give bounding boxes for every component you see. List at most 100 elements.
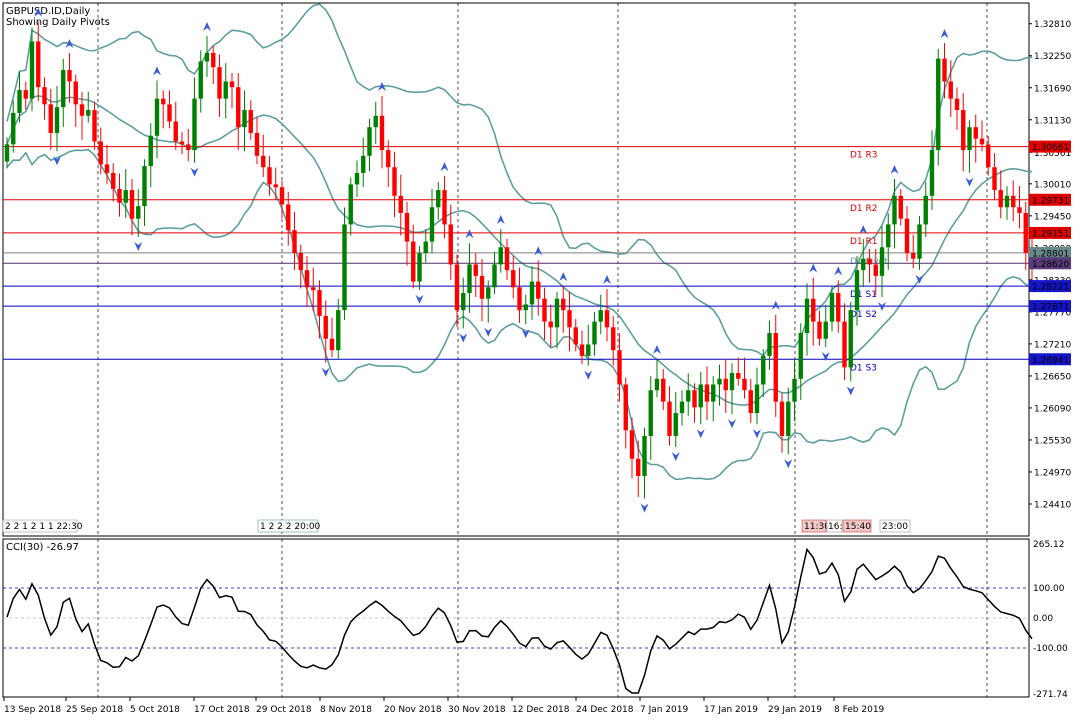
candle-body bbox=[617, 350, 622, 385]
candle-body bbox=[411, 241, 416, 282]
candle-body bbox=[229, 81, 235, 88]
fractal-up-arrow bbox=[378, 82, 386, 92]
candle-body bbox=[954, 98, 960, 111]
price-tag-label: 1.27871 bbox=[1032, 303, 1069, 313]
session-marker-box-middle bbox=[257, 519, 319, 533]
candle-body bbox=[386, 150, 391, 168]
candle-body bbox=[854, 270, 860, 311]
fractal-up-arrow bbox=[65, 39, 74, 49]
candle-body bbox=[942, 58, 947, 82]
candle-body bbox=[54, 107, 60, 133]
pivot-label: D1 R3 bbox=[850, 151, 878, 161]
candle-body bbox=[179, 141, 185, 145]
candle-body bbox=[217, 67, 222, 99]
fractal-up-arrow bbox=[465, 229, 474, 239]
date-label: 25 Sep 2018 bbox=[66, 705, 123, 715]
candle-body bbox=[417, 252, 422, 282]
price-tag-label: 1.28221 bbox=[1032, 283, 1069, 293]
fractal-down-arrow bbox=[821, 352, 830, 362]
candle-body bbox=[973, 127, 978, 139]
candle-body bbox=[504, 247, 510, 271]
fractal-up-arrow bbox=[534, 246, 543, 256]
candle-body bbox=[448, 224, 453, 265]
fractal-down-arrow bbox=[878, 302, 886, 312]
candle-body bbox=[573, 327, 578, 345]
fractal-down-arrow bbox=[728, 419, 736, 429]
candle-body bbox=[17, 90, 22, 113]
candle-body bbox=[867, 258, 872, 265]
date-axis: 13 Sep 2018 25 Sep 2018 5 Oct 2018 17 Oct 2… bbox=[3, 697, 885, 715]
fractal-down-arrow bbox=[134, 241, 143, 251]
price-tick-label: 1.24970 bbox=[1034, 468, 1071, 478]
candle-body bbox=[592, 321, 597, 345]
candle-body bbox=[923, 195, 928, 225]
candle-body bbox=[873, 264, 878, 276]
candle-body bbox=[379, 115, 385, 151]
price-tag bbox=[1029, 226, 1071, 239]
candle-body bbox=[786, 401, 791, 436]
fractal-up-arrow bbox=[890, 164, 899, 174]
candle-body bbox=[11, 112, 16, 145]
price-tick-label: 1.27770 bbox=[1034, 308, 1071, 318]
candle-body bbox=[279, 187, 285, 205]
candle-body bbox=[629, 430, 635, 459]
candle-body bbox=[679, 401, 685, 414]
candle-body bbox=[142, 166, 147, 207]
fractal-up-arrow bbox=[559, 272, 568, 282]
candle-body bbox=[561, 298, 566, 311]
candle-body bbox=[86, 110, 91, 116]
candle-body bbox=[992, 167, 997, 191]
cci-indicator: CCI(30) -26.97 265.12 100.00 0.00 -100.0… bbox=[3, 540, 1068, 700]
session-marker-box-left bbox=[2, 519, 78, 533]
band-upper bbox=[6, 3, 1033, 357]
candle-body bbox=[536, 281, 541, 299]
fractal-down-arrow bbox=[459, 333, 468, 343]
candle-body bbox=[161, 98, 166, 105]
candle-body bbox=[211, 52, 216, 68]
fractal-up-arrow bbox=[940, 29, 949, 39]
candle-body bbox=[711, 384, 716, 402]
candle-body bbox=[836, 293, 841, 322]
candle-body bbox=[1004, 195, 1010, 208]
candle-body bbox=[548, 321, 553, 328]
candle-body bbox=[1023, 212, 1028, 253]
candle-body bbox=[892, 195, 897, 225]
fractal-down-arrow bbox=[521, 329, 530, 339]
date-label: 20 Nov 2018 bbox=[384, 705, 442, 715]
candle-body bbox=[811, 298, 816, 322]
pivot-label: D1 S2 bbox=[850, 310, 877, 320]
price-tick-label: 1.25530 bbox=[1034, 436, 1071, 446]
candle-body bbox=[917, 224, 922, 259]
fractal-up-arrow bbox=[809, 263, 818, 273]
fractal-down-arrow bbox=[784, 459, 793, 469]
fractal-down-arrow bbox=[696, 429, 705, 439]
candle-body bbox=[354, 172, 360, 185]
price-tag bbox=[1029, 257, 1071, 270]
candle-body bbox=[454, 264, 460, 311]
candle-body bbox=[511, 270, 516, 288]
candle-body bbox=[817, 321, 822, 339]
candle-body bbox=[429, 207, 435, 242]
candle-body bbox=[767, 333, 772, 356]
candle-body bbox=[911, 252, 916, 259]
candle-body bbox=[442, 190, 447, 225]
candle-body bbox=[267, 167, 272, 185]
candle-body bbox=[154, 98, 160, 136]
price-tag bbox=[1029, 280, 1071, 293]
date-label: 8 Nov 2018 bbox=[320, 705, 372, 715]
candle-body bbox=[42, 87, 47, 105]
pivot-label: D1 S1 bbox=[850, 290, 877, 300]
candle-body bbox=[129, 190, 135, 219]
session-markers: 2 2 1 2 1 1 22:30 1 2 2 2 20:00 11:30 16… bbox=[2, 519, 911, 533]
candle-body bbox=[223, 81, 228, 99]
fractal-arrows bbox=[34, 7, 974, 513]
price-tag-label: 1.28620 bbox=[1032, 260, 1069, 270]
candle-body bbox=[636, 458, 641, 476]
candle-body bbox=[798, 333, 803, 379]
candle-body bbox=[979, 138, 985, 145]
fractal-up-arrow bbox=[859, 224, 868, 234]
candle-body bbox=[36, 41, 41, 88]
fractal-down-arrow bbox=[965, 177, 974, 187]
candle-body bbox=[686, 390, 691, 402]
